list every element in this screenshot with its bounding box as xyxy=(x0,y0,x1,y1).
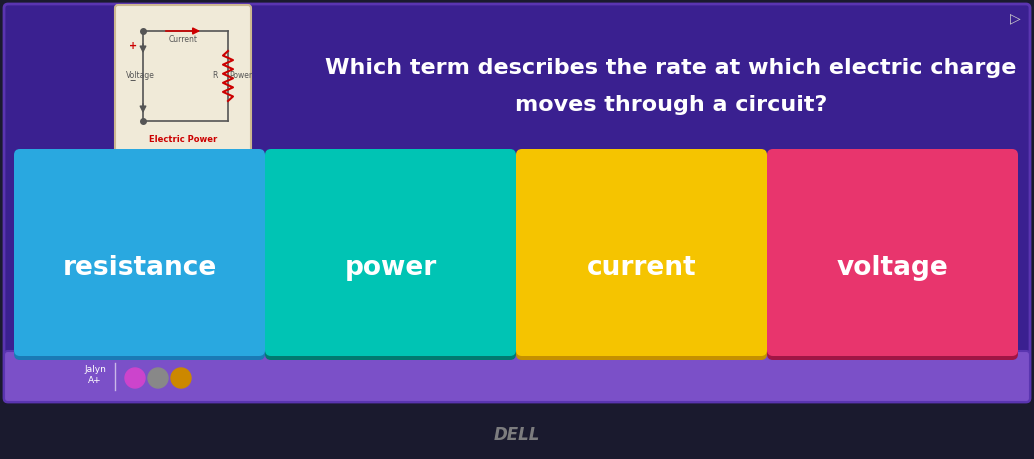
Text: Which term describes the rate at which electric charge: Which term describes the rate at which e… xyxy=(326,58,1016,78)
Circle shape xyxy=(125,368,145,388)
Text: –: – xyxy=(130,74,136,88)
Text: R: R xyxy=(212,72,218,80)
Text: Jalyn
A+: Jalyn A+ xyxy=(84,364,105,386)
Circle shape xyxy=(171,368,191,388)
Text: current: current xyxy=(586,255,696,281)
FancyBboxPatch shape xyxy=(265,149,516,356)
Text: voltage: voltage xyxy=(837,255,948,281)
FancyBboxPatch shape xyxy=(265,153,516,360)
Text: Current: Current xyxy=(169,35,197,45)
FancyBboxPatch shape xyxy=(516,153,767,360)
Text: DELL: DELL xyxy=(494,426,540,444)
FancyBboxPatch shape xyxy=(14,149,265,356)
FancyBboxPatch shape xyxy=(767,153,1018,360)
Text: Voltage: Voltage xyxy=(126,72,155,80)
FancyBboxPatch shape xyxy=(14,153,265,360)
Text: moves through a circuit?: moves through a circuit? xyxy=(515,95,827,115)
FancyBboxPatch shape xyxy=(516,149,767,356)
Text: ▷: ▷ xyxy=(1009,11,1021,25)
Text: +: + xyxy=(129,41,138,51)
FancyBboxPatch shape xyxy=(115,5,251,153)
Text: Power: Power xyxy=(230,72,252,80)
Text: Electric Power: Electric Power xyxy=(149,135,217,145)
Circle shape xyxy=(148,368,168,388)
Text: resistance: resistance xyxy=(62,255,217,281)
FancyBboxPatch shape xyxy=(767,149,1018,356)
FancyBboxPatch shape xyxy=(4,351,1030,402)
FancyBboxPatch shape xyxy=(4,4,1030,402)
Text: power: power xyxy=(344,255,436,281)
